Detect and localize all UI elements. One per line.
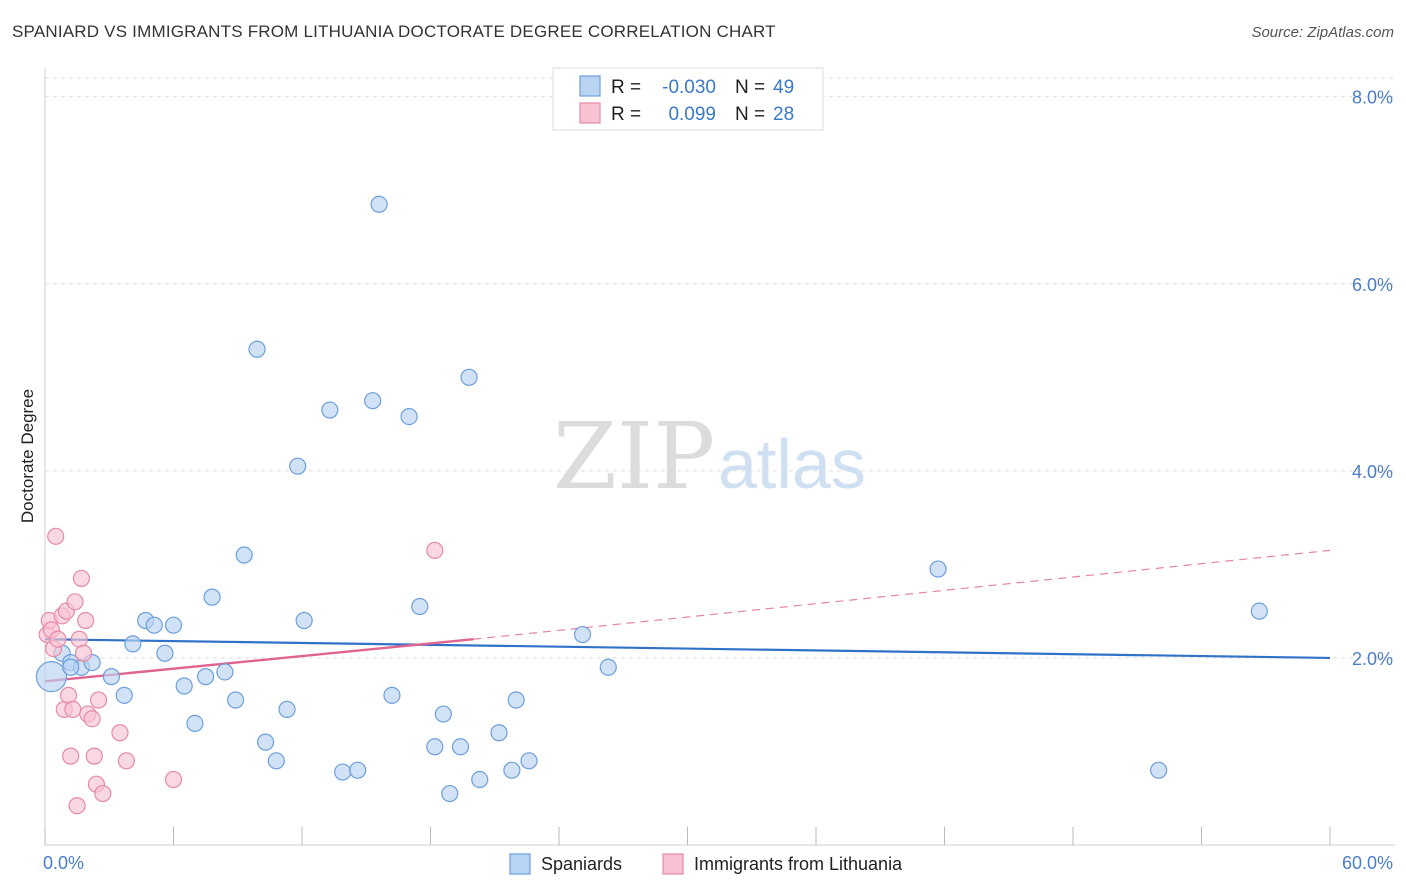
legend-n-value-1: 49 [773, 77, 794, 98]
point-spaniards-38 [471, 770, 489, 789]
point-spaniards-46 [1150, 761, 1168, 779]
chart-title: SPANIARD VS IMMIGRANTS FROM LITHUANIA DO… [12, 22, 776, 41]
point-spaniards-5 [102, 668, 120, 686]
y-axis-title: Doctorate Degree [18, 389, 37, 523]
point-spaniards-39 [490, 724, 508, 742]
point-lithuania-10 [62, 747, 80, 765]
point-spaniards-48 [62, 658, 80, 676]
point-spaniards-37 [460, 368, 478, 386]
point-lithuania-26 [164, 770, 183, 789]
legend: R = -0.030 N = 49 R = 0.099 N = 28 [552, 67, 824, 131]
point-lithuania-22 [89, 691, 108, 709]
point-spaniards-12 [175, 677, 193, 695]
point-lithuania-12 [66, 593, 84, 611]
legend-swatch-lithuania [579, 102, 601, 124]
legend-n-label-1: N = [735, 77, 765, 98]
point-spaniards-33 [426, 738, 444, 756]
bottom-legend-spaniards: Spaniards [541, 854, 622, 874]
point-lithuania-11 [64, 700, 82, 718]
point-spaniards-14 [197, 668, 215, 686]
point-lithuania-5 [49, 630, 67, 648]
point-lithuania-15 [72, 569, 91, 588]
point-lithuania-20 [85, 747, 103, 765]
point-spaniards-47 [1250, 602, 1268, 620]
legend-r-label-2: R = [611, 104, 641, 125]
point-lithuania-17 [77, 611, 95, 630]
point-spaniards-29 [370, 195, 388, 213]
point-spaniards-6 [115, 686, 133, 704]
point-spaniards-16 [216, 663, 234, 681]
point-spaniards-21 [267, 752, 285, 770]
point-spaniards-24 [295, 611, 313, 630]
legend-n-label-2: N = [735, 104, 765, 125]
point-spaniards-17 [227, 691, 245, 709]
bottom-legend-swatch-lithuania [662, 853, 684, 875]
y-tick-label-3: 8.0% [1352, 88, 1393, 108]
point-lithuania-16 [74, 644, 93, 662]
legend-n-value-2: 28 [773, 104, 794, 125]
point-spaniards-20 [256, 733, 275, 751]
point-spaniards-7 [124, 635, 142, 653]
point-spaniards-44 [599, 658, 617, 676]
watermark-zip: ZIP [553, 403, 715, 510]
y-tick-label-2: 6.0% [1352, 275, 1393, 295]
source-label: Source: ZipAtlas.com [1251, 24, 1394, 41]
point-spaniards-10 [156, 644, 174, 662]
point-spaniards-30 [383, 686, 401, 704]
data-points [35, 195, 1268, 815]
bottom-legend: Spaniards Immigrants from Lithuania [509, 853, 903, 875]
point-lithuania-27 [426, 541, 444, 559]
point-spaniards-35 [441, 784, 459, 803]
point-spaniards-23 [289, 457, 307, 475]
point-spaniards-40 [503, 761, 521, 779]
point-spaniards-42 [520, 752, 538, 770]
point-spaniards-45 [929, 560, 947, 578]
legend-r-value-1: -0.030 [662, 77, 716, 98]
point-spaniards-15 [203, 588, 221, 606]
legend-swatch-spaniards [579, 75, 601, 97]
point-spaniards-36 [451, 738, 470, 756]
point-spaniards-11 [164, 616, 183, 634]
x-tick-label-1: 60.0% [1342, 853, 1393, 873]
point-spaniards-34 [434, 705, 452, 723]
point-lithuania-23 [94, 784, 112, 803]
point-spaniards-9 [145, 616, 163, 634]
trend-line-lithuania-extension [473, 549, 1331, 640]
point-lithuania-25 [117, 752, 135, 770]
x-tick-label-0: 0.0% [43, 853, 84, 873]
point-spaniards-22 [278, 700, 296, 718]
legend-r-value-2: 0.099 [668, 104, 716, 125]
point-spaniards-32 [411, 597, 429, 616]
point-spaniards-0 [35, 661, 68, 693]
point-spaniards-28 [364, 392, 382, 410]
point-lithuania-4 [47, 527, 65, 545]
point-spaniards-41 [507, 691, 525, 709]
watermark-atlas: atlas [718, 425, 866, 503]
point-lithuania-13 [68, 797, 86, 815]
point-spaniards-13 [186, 714, 204, 733]
trend-line-spaniards [44, 638, 1331, 660]
point-spaniards-31 [400, 408, 418, 426]
legend-r-label-1: R = [611, 77, 641, 98]
point-lithuania-24 [111, 724, 129, 742]
bottom-legend-swatch-spaniards [509, 853, 531, 875]
tick-labels: 2.0% 4.0% 6.0% 8.0% 0.0% 60.0% [43, 88, 1393, 873]
point-spaniards-19 [248, 340, 266, 358]
point-spaniards-26 [334, 763, 352, 781]
point-spaniards-25 [321, 401, 339, 419]
y-tick-label-0: 2.0% [1352, 649, 1393, 669]
point-spaniards-18 [235, 546, 253, 564]
bottom-legend-lithuania: Immigrants from Lithuania [694, 854, 903, 874]
trend-lines [44, 549, 1331, 683]
grid-lines [45, 77, 1395, 659]
axes [44, 68, 1395, 846]
point-lithuania-19 [83, 710, 101, 728]
point-spaniards-43 [573, 625, 592, 644]
point-spaniards-27 [349, 761, 367, 779]
y-tick-label-1: 4.0% [1352, 462, 1393, 482]
